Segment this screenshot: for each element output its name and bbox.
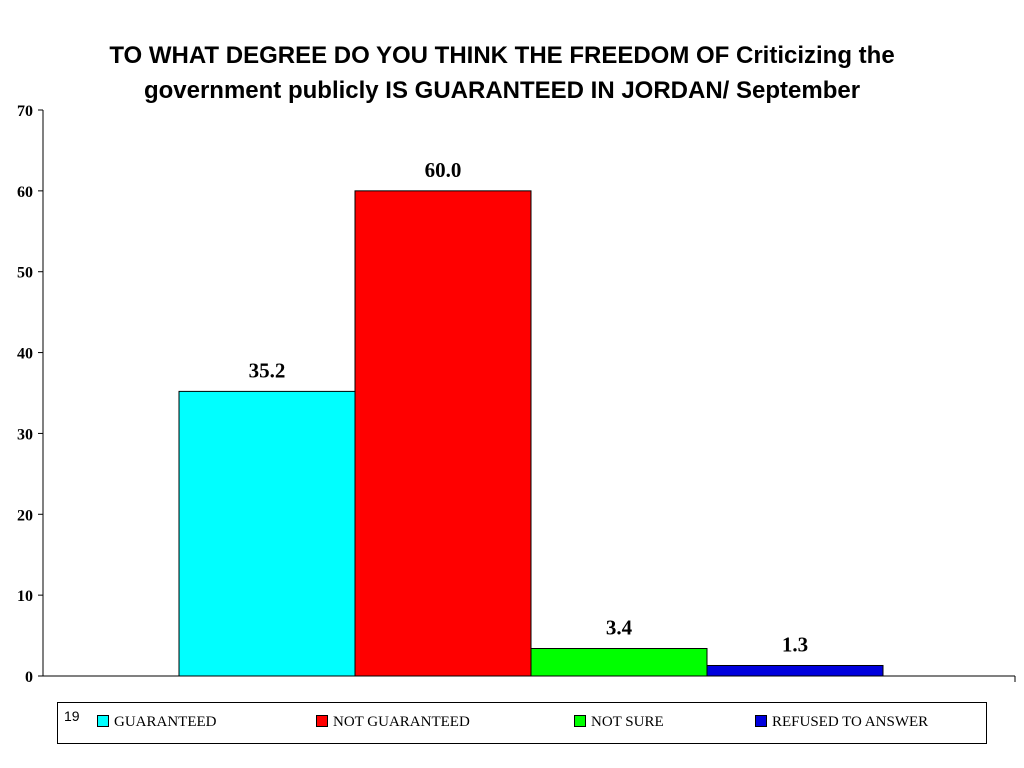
legend-item-not-guaranteed: NOT GUARANTEED [316,714,470,734]
y-tick-label: 10 [17,588,33,605]
data-label: 60.0 [425,158,462,182]
y-tick-label: 30 [17,426,33,443]
data-label: 1.3 [782,632,808,656]
y-tick-label: 20 [17,507,33,524]
chart-title: TO WHAT DEGREE DO YOU THINK THE FREEDOM … [0,38,1004,108]
legend-swatch-refused [755,714,767,727]
legend-label-guaranteed: GUARANTEED [114,714,217,730]
legend-item-not-sure: NOT SURE [574,714,664,734]
data-label: 3.4 [606,616,633,640]
bar-not-sure [530,648,708,677]
legend-label-not-guaranteed: NOT GUARANTEED [333,714,470,730]
bar-refused-to-answer [706,664,884,677]
legend-swatch-not-sure [574,714,586,727]
legend-label-refused: REFUSED TO ANSWER [772,714,929,730]
legend-item-refused: REFUSED TO ANSWER [755,714,928,734]
legend-swatch-not-guaranteed [316,714,328,727]
legend-swatch-guaranteed [97,714,109,727]
chart-title-line1: TO WHAT DEGREE DO YOU THINK THE FREEDOM … [109,42,895,69]
legend [57,702,987,744]
legend-label-not-sure: NOT SURE [591,714,664,730]
legend-item-guaranteed: GUARANTEED [97,714,217,734]
bar-not-guaranteed [354,190,532,677]
y-tick-label: 0 [25,669,33,686]
y-tick-label: 50 [17,265,33,282]
data-label: 35.2 [249,358,286,382]
bar-chart: 0 10 20 30 40 50 60 70 35.2 60.0 3.4 1.3 [17,103,1016,686]
chart-title-line2: government publicly IS GUARANTEED IN JOR… [143,77,861,104]
slide-number: 19 [64,708,80,724]
y-tick-label: 70 [17,103,33,120]
bar-guaranteed [178,390,356,677]
y-tick-label: 40 [17,346,33,363]
y-tick-label: 60 [17,184,33,201]
